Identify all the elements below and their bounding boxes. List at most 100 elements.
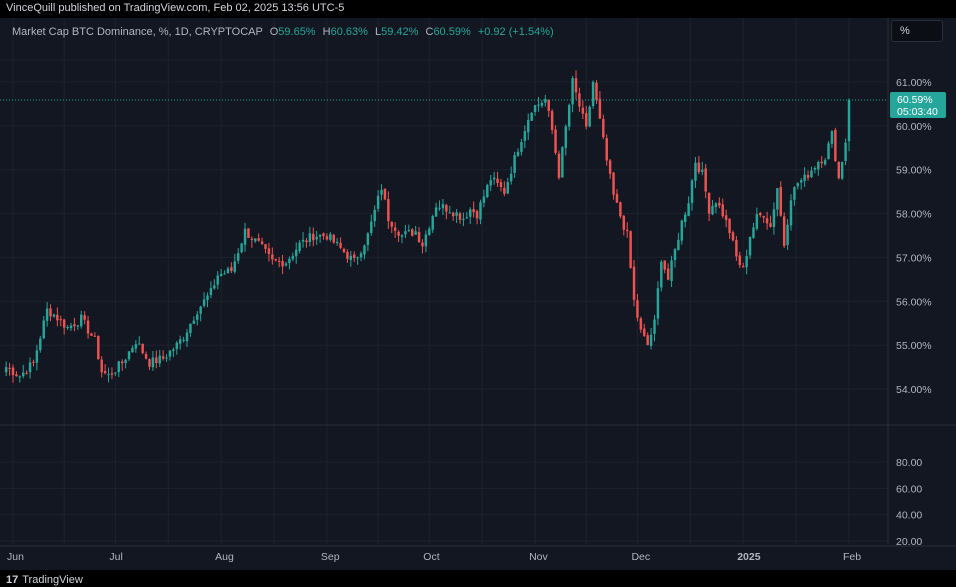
- candle-body: [400, 235, 404, 237]
- y-tick-label: 58.00%: [896, 209, 932, 221]
- candle-body: [294, 249, 298, 257]
- x-tick-label: Feb: [843, 551, 861, 563]
- candle-body: [32, 361, 35, 363]
- candle-body: [752, 227, 755, 238]
- candle-body: [172, 349, 175, 351]
- close-key: C: [425, 26, 434, 38]
- candle-body: [62, 319, 66, 328]
- candle-body: [486, 184, 489, 198]
- candle-body: [22, 372, 25, 377]
- candle-body: [503, 187, 506, 194]
- candle-body: [271, 254, 274, 260]
- candle-body: [772, 209, 776, 227]
- candle-body: [605, 138, 608, 161]
- candle-body: [312, 233, 315, 241]
- candle-body: [257, 238, 260, 241]
- candle-body: [127, 351, 131, 360]
- candle-body: [530, 112, 533, 121]
- candle-body: [59, 319, 62, 321]
- y-tick-label: 54.00%: [896, 384, 932, 396]
- candle-body: [42, 320, 45, 339]
- lower-pane: 80.00 60.00 40.00 20.00: [0, 457, 922, 548]
- candle-body: [301, 239, 305, 242]
- candle-body: [18, 376, 22, 378]
- candle-body: [803, 174, 806, 181]
- candle-body: [554, 129, 557, 153]
- candle-body: [161, 356, 165, 359]
- candle-body: [827, 143, 830, 160]
- candle-body: [475, 211, 479, 219]
- candle-body: [847, 99, 851, 142]
- candle-body: [346, 252, 349, 259]
- candle-body: [769, 223, 772, 227]
- candle-body: [622, 215, 626, 230]
- candle-body: [404, 231, 407, 235]
- candle-body: [322, 233, 325, 237]
- candle-body: [281, 261, 284, 267]
- candle-body: [670, 260, 673, 281]
- candle-body: [407, 229, 411, 232]
- candle-body: [615, 193, 619, 203]
- candle-body: [151, 357, 155, 368]
- candle-body: [806, 174, 810, 178]
- candle-body: [451, 212, 455, 217]
- candle-body: [724, 215, 728, 221]
- candle-body: [704, 168, 707, 192]
- candle-body: [629, 231, 632, 268]
- candle-body: [284, 263, 288, 266]
- candle-body: [202, 299, 206, 306]
- candle-body: [602, 118, 605, 138]
- candle-body: [329, 234, 332, 240]
- candle-body: [421, 242, 424, 247]
- candle-body: [100, 359, 103, 373]
- candle-body: [390, 221, 393, 227]
- candle-body: [489, 180, 492, 186]
- candle-body: [598, 98, 602, 119]
- symbol-title: Market Cap BTC Dominance, %, 1D, CRYPTOC…: [12, 26, 263, 38]
- lower-y-tick-label: 80.00: [896, 457, 922, 469]
- x-tick-label: 2025: [737, 551, 761, 563]
- candle-body: [90, 333, 93, 336]
- candle-body: [216, 275, 219, 285]
- candle-body: [373, 209, 376, 222]
- candle-body: [325, 236, 329, 240]
- candle-body: [35, 350, 39, 363]
- x-tick-label: Sep: [321, 551, 340, 563]
- candle-body: [738, 255, 742, 266]
- candle-body: [199, 306, 202, 314]
- candle-body: [646, 335, 649, 346]
- candle-body: [223, 273, 226, 275]
- candle-body: [397, 231, 400, 236]
- candle-body: [796, 183, 800, 187]
- candle-body: [189, 323, 192, 333]
- candle-body: [366, 233, 370, 246]
- candle-body: [533, 105, 537, 113]
- candle-body: [196, 314, 199, 320]
- candle-body: [80, 314, 83, 327]
- candle-body: [735, 240, 738, 257]
- candle-body: [741, 266, 745, 268]
- candle-body: [496, 178, 499, 183]
- candle-body: [714, 203, 718, 208]
- candle-body: [206, 295, 209, 301]
- candle-body: [762, 215, 765, 218]
- last-price-box: [890, 91, 946, 118]
- open-key: O: [269, 26, 279, 38]
- candle-body: [192, 320, 196, 324]
- candle-body: [800, 180, 803, 183]
- percent-scale-button[interactable]: %: [891, 20, 943, 42]
- candle-body: [793, 187, 796, 200]
- candle-body: [254, 238, 257, 242]
- y-tick-label: 55.00%: [896, 340, 932, 352]
- price-axis: 61.00% 60.00% 59.00% 58.00% 57.00% 56.00% 55.0…: [896, 77, 932, 396]
- candle-body: [701, 169, 704, 172]
- candle-body: [168, 350, 172, 357]
- candle-body: [619, 202, 622, 217]
- candle-body: [465, 217, 469, 219]
- candle-body: [148, 359, 151, 367]
- candle-body: [472, 209, 475, 213]
- candle-body: [813, 167, 817, 170]
- candle-body: [523, 131, 527, 141]
- candle-body: [25, 372, 28, 374]
